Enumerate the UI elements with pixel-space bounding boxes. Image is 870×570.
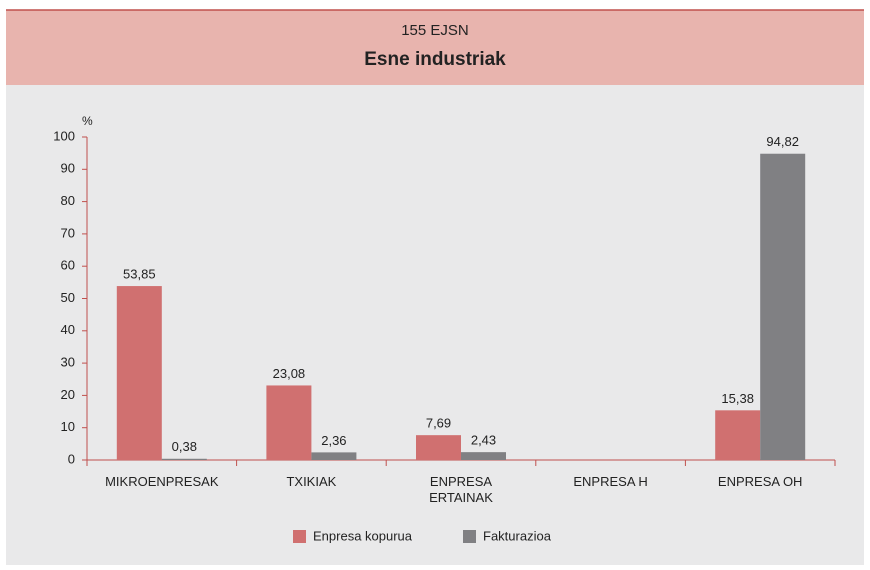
value-label: 2,36	[321, 433, 346, 448]
x-tick-label: TXIKIAK	[286, 474, 337, 489]
bar	[266, 385, 312, 460]
y-axis-label: %	[82, 114, 93, 128]
bar	[416, 435, 461, 460]
header	[6, 10, 864, 85]
x-tick-label: ENPRESA OH	[717, 474, 803, 489]
chart-subtitle: Esne industriak	[364, 49, 506, 70]
y-tick-label: 10	[61, 419, 75, 434]
legend-label: Enpresa kopurua	[313, 528, 413, 543]
x-tick-label: ENPRESA ERTAINAK	[429, 474, 493, 505]
y-tick-label: 100	[53, 128, 75, 143]
bar	[161, 458, 207, 460]
y-tick-label: 50	[61, 290, 75, 305]
value-label: 53,85	[123, 267, 156, 282]
legend-swatch	[463, 530, 476, 543]
value-label: 15,38	[721, 391, 754, 406]
legend-swatch	[293, 530, 306, 543]
value-label: 7,69	[426, 416, 451, 431]
y-tick-label: 30	[61, 355, 75, 370]
value-label: 23,08	[273, 366, 306, 381]
y-tick-label: 20	[61, 387, 75, 402]
y-tick-label: 60	[61, 258, 75, 273]
value-label: 0,38	[172, 439, 197, 454]
y-tick-label: 40	[61, 322, 75, 337]
x-tick-label: ENPRESA H	[573, 474, 648, 489]
y-tick-label: 70	[61, 225, 75, 240]
bar	[715, 410, 761, 460]
bar	[760, 153, 806, 461]
bar	[311, 452, 357, 460]
legend-label: Fakturazioa	[483, 528, 552, 543]
x-tick-label: MIKROENPRESAK	[105, 474, 219, 489]
y-tick-label: 0	[68, 451, 75, 466]
bar	[116, 286, 162, 460]
value-label: 94,82	[766, 134, 799, 149]
bar	[461, 452, 506, 460]
y-tick-label: 80	[61, 193, 75, 208]
y-tick-label: 90	[61, 161, 75, 176]
value-label: 2,43	[471, 433, 496, 448]
chart-title: 155 EJSN	[401, 22, 469, 39]
